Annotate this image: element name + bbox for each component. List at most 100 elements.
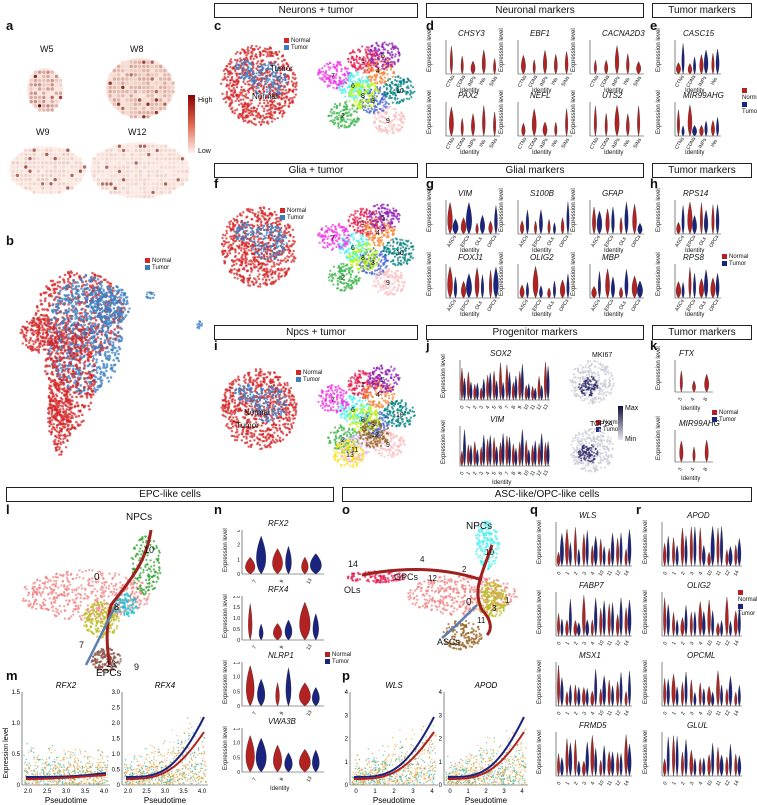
umap-point — [364, 59, 367, 63]
umap-point — [285, 62, 288, 66]
umap-point — [260, 92, 263, 95]
spatial-spot — [32, 182, 36, 186]
umap-point — [274, 50, 278, 54]
umap-point — [291, 99, 294, 102]
spatial-spot — [109, 148, 113, 153]
spatial-spot — [49, 169, 53, 173]
umap-point — [93, 315, 97, 318]
umap-point — [124, 303, 128, 306]
umap-point — [395, 112, 398, 115]
spatial-spot — [133, 115, 138, 119]
umap-point — [227, 62, 230, 66]
umap-point — [391, 75, 394, 78]
umap-point — [43, 343, 46, 346]
umap-point — [265, 115, 268, 119]
umap-point — [343, 89, 347, 92]
umap-point — [258, 46, 262, 49]
umap-point — [56, 372, 60, 376]
sample-label-w8: W8 — [130, 44, 144, 54]
umap-point — [370, 106, 373, 109]
umap-point — [266, 66, 269, 69]
umap-point — [381, 109, 384, 112]
spatial-spot — [133, 94, 138, 98]
spatial-spot — [108, 98, 112, 102]
umap-point — [354, 94, 358, 97]
umap-point — [28, 341, 31, 345]
umap-point — [118, 310, 121, 314]
umap-point — [59, 366, 63, 370]
umap-point — [375, 117, 378, 121]
umap-point — [382, 128, 385, 132]
umap-point — [84, 338, 87, 341]
umap-point — [229, 81, 232, 85]
umap-point — [230, 84, 234, 88]
umap-point — [350, 121, 354, 124]
spatial-spot — [121, 94, 125, 98]
umap-point — [120, 296, 123, 299]
umap-point — [267, 64, 270, 67]
spatial-spot — [74, 169, 78, 173]
umap-point — [367, 107, 370, 110]
umap-point — [261, 118, 264, 121]
spatial-spot — [50, 87, 54, 91]
spatial-spot — [100, 161, 105, 165]
spatial-spot — [167, 77, 171, 81]
umap-point — [52, 422, 55, 426]
umap-point — [58, 373, 62, 376]
umap-point — [44, 348, 47, 351]
umap-point — [111, 313, 115, 316]
umap-point — [121, 313, 124, 316]
umap-point — [259, 114, 263, 118]
umap-point — [364, 99, 367, 103]
umap-point — [61, 422, 65, 425]
spatial-spot — [155, 165, 159, 169]
umap-point — [21, 325, 24, 328]
umap-point — [284, 99, 287, 103]
umap-point — [96, 351, 100, 354]
umap-point — [356, 73, 359, 76]
umap-point — [335, 106, 339, 109]
umap-point — [270, 73, 274, 76]
spatial-spot — [167, 81, 171, 85]
spatial-spot — [36, 161, 41, 165]
spatial-spot — [121, 60, 125, 64]
spatial-spot — [147, 186, 151, 190]
umap-point — [254, 110, 258, 114]
spatial-spot — [50, 83, 54, 87]
umap-point — [347, 57, 350, 60]
umap-point — [66, 439, 69, 443]
spatial-spot — [24, 186, 28, 190]
umap-point — [352, 103, 355, 106]
umap-point — [348, 108, 351, 111]
umap-point — [395, 127, 398, 130]
umap-point — [338, 104, 341, 107]
umap-point — [44, 365, 47, 368]
umap-point — [246, 68, 250, 71]
spatial-spot — [151, 144, 155, 148]
umap-point — [70, 423, 74, 427]
umap-point — [61, 419, 64, 423]
spatial-spot — [146, 89, 150, 94]
spatial-spot — [61, 177, 66, 182]
panel-letter-l: l — [6, 502, 10, 517]
umap-point — [98, 274, 101, 278]
umap-point — [376, 103, 379, 106]
umap-point — [89, 276, 93, 279]
spatial-spot — [142, 102, 146, 106]
umap-point — [378, 130, 381, 133]
spatial-spot — [150, 81, 154, 85]
umap-point — [252, 57, 256, 61]
umap-point — [47, 287, 51, 291]
spatial-spot — [163, 81, 167, 85]
umap-point — [259, 65, 263, 68]
umap-point — [91, 292, 94, 295]
umap-point — [69, 385, 72, 389]
umap-point — [78, 335, 82, 339]
spatial-spot — [163, 169, 168, 174]
spatial-spot — [100, 157, 105, 161]
umap-point — [117, 352, 120, 356]
umap-point — [234, 99, 237, 103]
spatial-spot — [100, 186, 105, 190]
umap-point — [242, 77, 245, 80]
spatial-spot — [163, 106, 167, 111]
